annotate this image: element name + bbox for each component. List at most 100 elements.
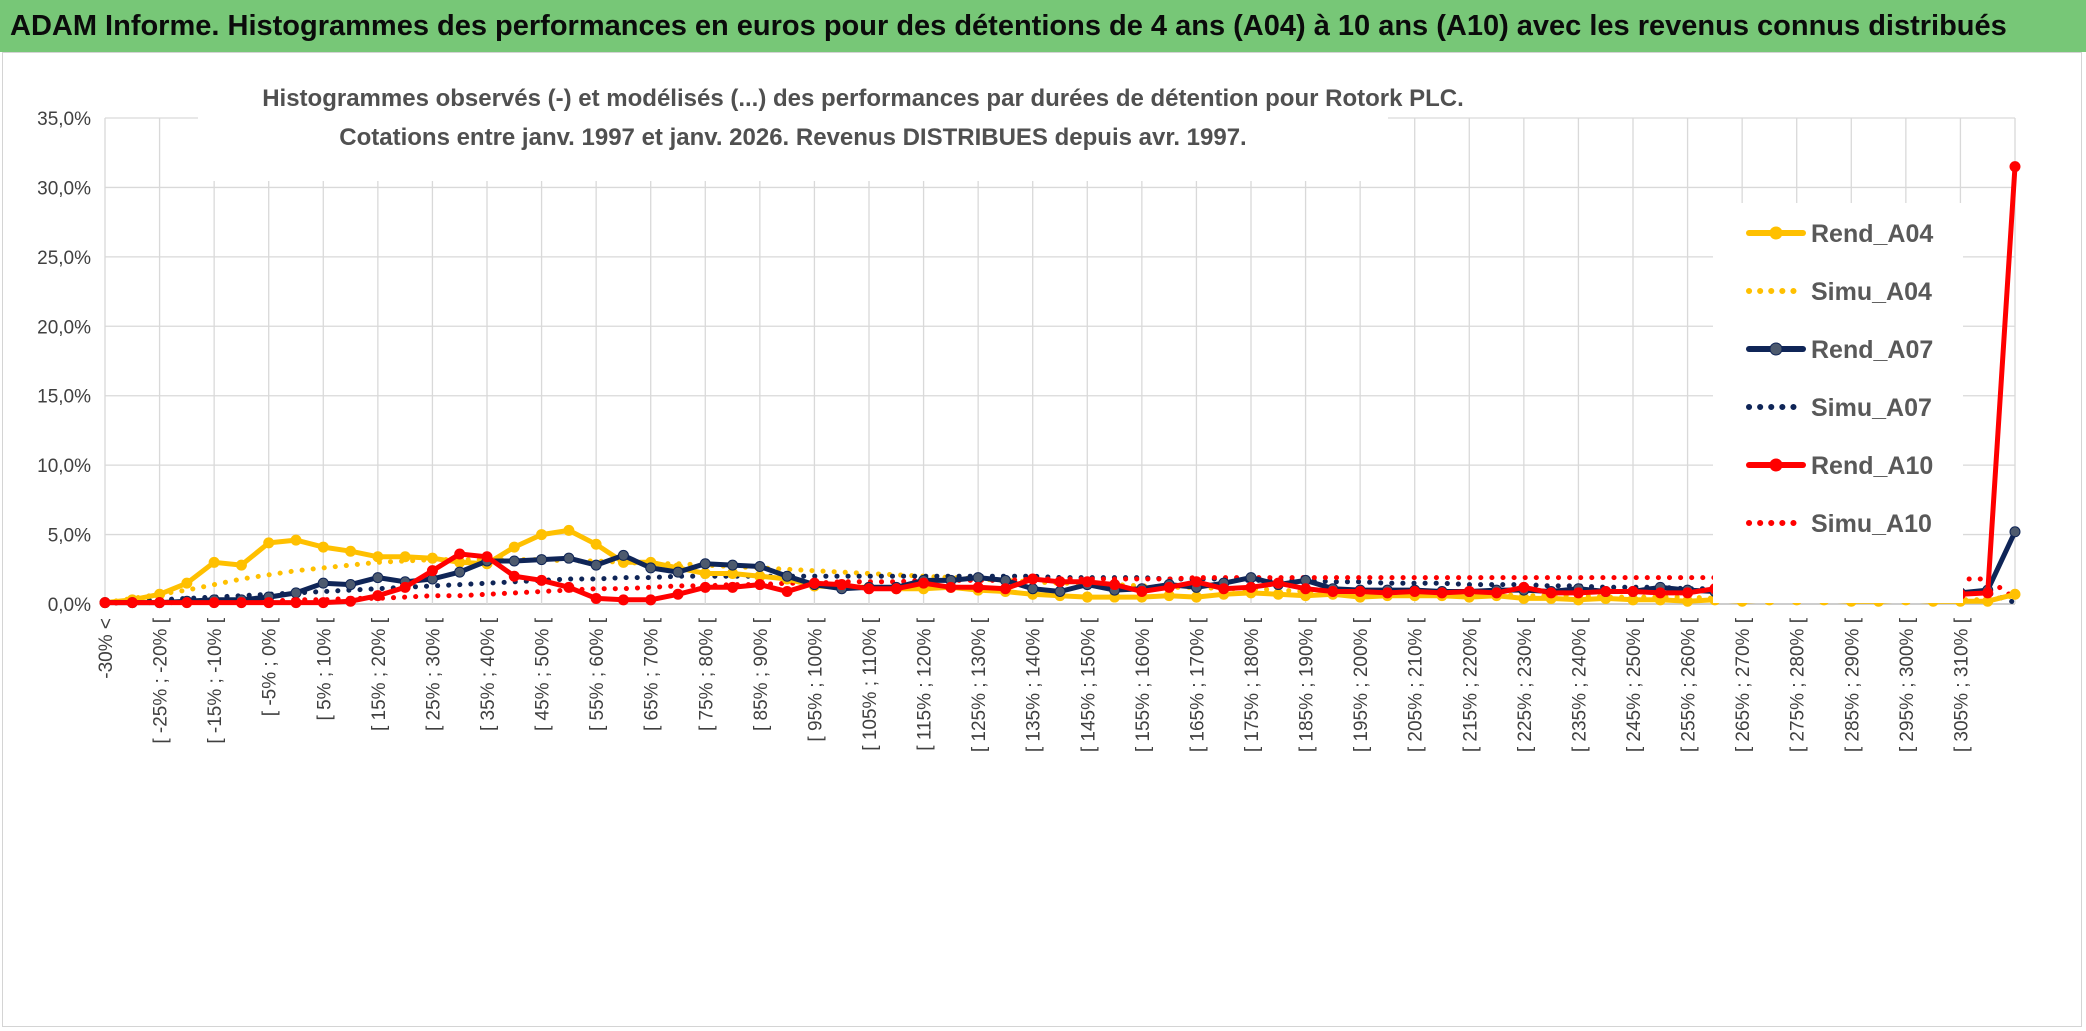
x-tick-label: [ -5% ; 0% [	[260, 617, 281, 716]
data-point-rend_a07	[563, 552, 575, 564]
data-point-rend_a10	[918, 577, 930, 589]
x-tick-label: [ 35% ; 40% [	[478, 617, 499, 731]
data-point-rend_a10	[1190, 576, 1202, 588]
data-point-rend_a04	[372, 551, 384, 563]
data-point-rend_a10	[1436, 587, 1448, 599]
data-point-rend_a04	[317, 541, 329, 553]
data-point-rend_a10	[1327, 586, 1339, 598]
legend-label-rend_a07: Rend_A07	[1811, 336, 1933, 364]
data-point-rend_a07	[1054, 586, 1066, 598]
data-point-rend_a10	[263, 597, 275, 609]
data-point-rend_a10	[181, 597, 193, 609]
legend-label-simu_a07: Simu_A07	[1811, 394, 1932, 422]
chart-svg: 0,0% 5,0% 10,0% 15,0% 20,0% 25,0% 30,0% 35,0% -…	[37, 81, 2021, 752]
x-tick-label: [ 135% ; 140% [	[1024, 617, 1045, 752]
x-tick-label: [ 235% ; 240% [	[1569, 617, 1590, 752]
x-tick-label: [ 295% ; 300% [	[1897, 617, 1918, 752]
data-point-rend_a10	[590, 592, 602, 604]
x-tick-label: [ 55% ; 60% [	[587, 617, 608, 731]
data-point-rend_a04	[536, 529, 548, 541]
data-point-rend_a10	[727, 581, 739, 593]
data-point-rend_a04	[590, 538, 602, 550]
x-tick-label: [ 215% ; 220% [	[1460, 617, 1481, 752]
data-point-rend_a10	[781, 586, 793, 598]
data-point-rend_a07	[727, 559, 739, 571]
data-point-rend_a04	[235, 559, 247, 571]
y-tick-label: 20,0%	[37, 317, 91, 338]
data-point-rend_a10	[1163, 581, 1175, 593]
x-tick-label: [ 25% ; 30% [	[423, 617, 444, 731]
x-tick-label: [ 185% ; 190% [	[1297, 617, 1318, 752]
legend-label-simu_a10: Simu_A10	[1811, 510, 1932, 538]
data-point-rend_a10	[617, 594, 629, 606]
legend: Rend_A04 Simu_A04 Rend_A07 Simu_A07 Rend_A10…	[1746, 220, 1933, 538]
data-point-rend_a10	[1245, 581, 1257, 593]
data-point-rend_a10	[235, 597, 247, 609]
data-point-rend_a10	[1627, 586, 1639, 598]
data-point-rend_a10	[345, 595, 357, 607]
y-tick-label: 0,0%	[48, 595, 91, 616]
x-tick-label: [ 165% ; 170% [	[1187, 617, 1208, 752]
data-point-rend_a10	[1518, 581, 1530, 593]
data-point-rend_a10	[1109, 579, 1121, 591]
x-tick-label: [ 115% ; 120% [	[915, 617, 936, 750]
y-tick-label: 35,0%	[37, 109, 91, 130]
data-point-rend_a10	[399, 581, 411, 593]
data-point-rend_a07	[317, 577, 329, 589]
data-point-rend_a07	[672, 566, 684, 578]
x-tick-label: [ 255% ; 260% [	[1679, 617, 1700, 752]
data-point-rend_a04	[699, 567, 711, 579]
data-point-rend_a10	[454, 548, 466, 560]
data-point-rend_a07	[699, 558, 711, 570]
data-point-rend_a07	[645, 562, 657, 574]
data-point-rend_a10	[1300, 583, 1312, 595]
chart-title-background	[198, 81, 1388, 181]
data-point-rend_a10	[672, 588, 684, 600]
y-tick-label: 15,0%	[37, 387, 91, 408]
data-point-rend_a10	[754, 579, 766, 591]
data-point-rend_a10	[1381, 587, 1393, 599]
data-point-rend_a10	[99, 597, 111, 609]
data-point-rend_a04	[263, 537, 275, 549]
data-point-rend_a10	[126, 597, 138, 609]
x-tick-label: [ 65% ; 70% [	[642, 617, 663, 731]
legend-marker-rend_a07	[1769, 342, 1783, 356]
x-tick-label: [ 95% ; 100% [	[805, 617, 826, 741]
x-tick-label: [ 155% ; 160% [	[1133, 617, 1154, 752]
data-point-rend_a04	[208, 556, 220, 568]
data-point-rend_a07	[1027, 583, 1039, 595]
data-point-rend_a04	[290, 534, 302, 546]
data-point-rend_a04	[508, 541, 520, 553]
vertical-gridlines	[104, 118, 2016, 604]
data-point-rend_a10	[1682, 587, 1694, 599]
legend-label-rend_a04: Rend_A04	[1811, 220, 1933, 248]
data-point-rend_a10	[1654, 587, 1666, 599]
chart-title-line-2: Cotations entre janv. 1997 et janv. 2026…	[339, 124, 1246, 151]
data-point-rend_a07	[972, 572, 984, 584]
data-point-rend_a04	[399, 551, 411, 563]
x-tick-label: [ 75% ; 80% [	[696, 617, 717, 731]
legend-marker-rend_a10	[1769, 458, 1783, 472]
data-point-rend_a04	[563, 524, 575, 536]
chart-frame: 0,0% 5,0% 10,0% 15,0% 20,0% 25,0% 30,0% 35,0% -…	[2, 52, 2082, 1027]
x-tick-label: [ 225% ; 230% [	[1515, 617, 1536, 752]
data-point-rend_a10	[1491, 587, 1503, 599]
data-point-rend_a04	[426, 552, 438, 564]
data-point-rend_a10	[1054, 576, 1066, 588]
data-point-rend_a04	[1272, 588, 1284, 600]
data-point-rend_a07	[345, 579, 357, 591]
data-point-rend_a04	[181, 577, 193, 589]
data-point-rend_a10	[481, 551, 493, 563]
y-tick-label: 25,0%	[37, 248, 91, 269]
x-tick-label: [ 5% ; 10% [	[314, 617, 335, 720]
x-tick-label: [ 45% ; 50% [	[533, 617, 554, 731]
data-point-rend_a10	[426, 565, 438, 577]
y-tick-label: 5,0%	[48, 526, 91, 547]
data-point-rend_a10	[154, 597, 166, 609]
banner-title: ADAM Informe. Histogrammes des performan…	[10, 10, 2007, 42]
data-point-rend_a10	[1409, 586, 1421, 598]
data-point-rend_a04	[2009, 588, 2021, 600]
x-tick-label: [ 275% ; 280% [	[1788, 617, 1809, 752]
data-point-rend_a04	[1190, 591, 1202, 603]
data-point-rend_a10	[972, 581, 984, 593]
